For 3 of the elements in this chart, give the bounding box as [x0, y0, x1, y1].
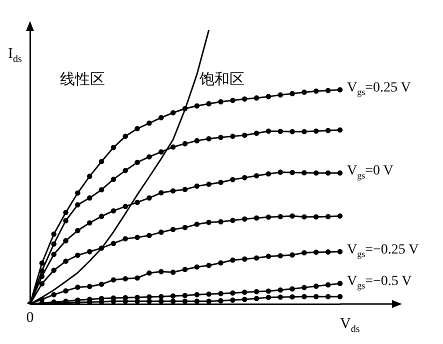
text: 0: [26, 310, 34, 326]
annotation: 线性区: [60, 70, 106, 88]
annotation: 饱和区: [198, 70, 245, 88]
